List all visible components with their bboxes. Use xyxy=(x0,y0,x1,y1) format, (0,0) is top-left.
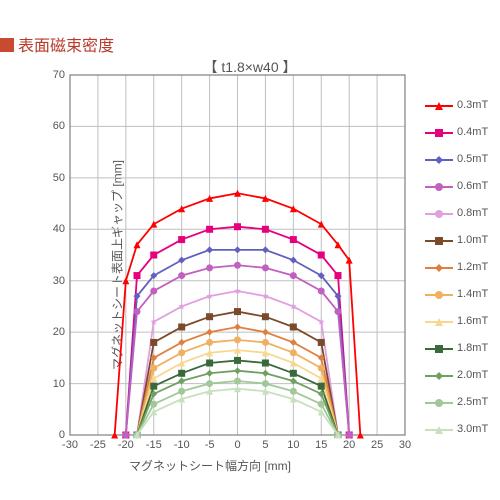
y-tick-label: 70 xyxy=(40,69,65,81)
legend-marker-icon xyxy=(435,426,443,434)
legend-line-icon xyxy=(425,267,453,269)
legend-item: 0.3mT xyxy=(425,92,488,119)
legend-label: 1.6mT xyxy=(457,316,488,328)
legend-line-icon xyxy=(425,186,453,188)
y-tick-label: 50 xyxy=(40,172,65,184)
x-tick-label: 30 xyxy=(399,439,411,451)
legend-item: 0.6mT xyxy=(425,173,488,200)
x-tick-label: -30 xyxy=(62,439,78,451)
chart-plot xyxy=(35,75,405,435)
legend-label: 1.2mT xyxy=(457,262,488,274)
legend-marker-icon xyxy=(435,345,443,353)
legend-marker-icon xyxy=(435,210,443,218)
legend-label: 2.0mT xyxy=(457,370,488,382)
section-bullet-icon xyxy=(0,38,14,52)
section-title: 表面磁束密度 xyxy=(0,32,114,56)
legend-item: 1.6mT xyxy=(425,308,488,335)
legend-label: 1.0mT xyxy=(457,235,488,247)
y-tick-label: 40 xyxy=(40,223,65,235)
x-tick-label: -15 xyxy=(146,439,162,451)
y-tick-label: 10 xyxy=(40,378,65,390)
legend-marker-icon xyxy=(435,237,443,245)
x-tick-label: -10 xyxy=(174,439,190,451)
legend-label: 1.8mT xyxy=(457,343,488,355)
legend-marker-icon xyxy=(435,156,443,164)
legend-line-icon xyxy=(425,294,453,296)
legend-item: 0.5mT xyxy=(425,146,488,173)
legend-marker-icon xyxy=(435,264,443,272)
legend-label: 1.4mT xyxy=(457,289,488,301)
legend-marker-icon xyxy=(435,183,443,191)
legend-marker-icon xyxy=(435,372,443,380)
legend-line-icon xyxy=(425,375,453,377)
legend-item: 0.8mT xyxy=(425,200,488,227)
y-tick-label: 30 xyxy=(40,275,65,287)
section-title-text: 表面磁束密度 xyxy=(18,38,114,55)
legend-marker-icon xyxy=(435,318,443,326)
legend-item: 3.0mT xyxy=(425,416,488,443)
legend-line-icon xyxy=(425,240,453,242)
legend-line-icon xyxy=(425,105,453,107)
legend-item: 1.0mT xyxy=(425,227,488,254)
legend-line-icon xyxy=(425,213,453,215)
legend-label: 0.4mT xyxy=(457,127,488,139)
y-tick-label: 20 xyxy=(40,326,65,338)
legend-label: 0.8mT xyxy=(457,208,488,220)
x-tick-label: 25 xyxy=(371,439,383,451)
legend-line-icon xyxy=(425,132,453,134)
x-tick-label: -5 xyxy=(205,439,215,451)
x-tick-label: -20 xyxy=(118,439,134,451)
legend-item: 0.4mT xyxy=(425,119,488,146)
legend-label: 3.0mT xyxy=(457,424,488,436)
x-tick-label: 0 xyxy=(234,439,240,451)
legend-line-icon xyxy=(425,159,453,161)
legend-line-icon xyxy=(425,348,453,350)
legend-label: 0.5mT xyxy=(457,154,488,166)
legend-label: 0.3mT xyxy=(457,100,488,112)
legend-label: 2.5mT xyxy=(457,397,488,409)
legend-marker-icon xyxy=(435,399,443,407)
y-tick-label: 60 xyxy=(40,120,65,132)
x-tick-label: -25 xyxy=(90,439,106,451)
legend-item: 1.8mT xyxy=(425,335,488,362)
legend-item: 1.2mT xyxy=(425,254,488,281)
x-tick-label: 15 xyxy=(315,439,327,451)
x-tick-label: 5 xyxy=(262,439,268,451)
legend-line-icon xyxy=(425,321,453,323)
legend: 0.3mT 0.4mT 0.5mT 0.6mT 0.8mT 1.0mT 1.2mT 1.4mT… xyxy=(425,92,488,443)
legend-item: 2.0mT xyxy=(425,362,488,389)
legend-label: 0.6mT xyxy=(457,181,488,193)
chart-subtitle: 【 t1.8×w40 】 xyxy=(0,57,500,77)
x-tick-label: 10 xyxy=(287,439,299,451)
x-tick-label: 20 xyxy=(343,439,355,451)
x-axis-label: マグネットシート幅方向 [mm] xyxy=(0,457,420,474)
legend-marker-icon xyxy=(435,129,443,137)
legend-line-icon xyxy=(425,402,453,404)
legend-item: 2.5mT xyxy=(425,389,488,416)
legend-marker-icon xyxy=(435,102,443,110)
legend-line-icon xyxy=(425,429,453,431)
legend-marker-icon xyxy=(435,291,443,299)
legend-item: 1.4mT xyxy=(425,281,488,308)
